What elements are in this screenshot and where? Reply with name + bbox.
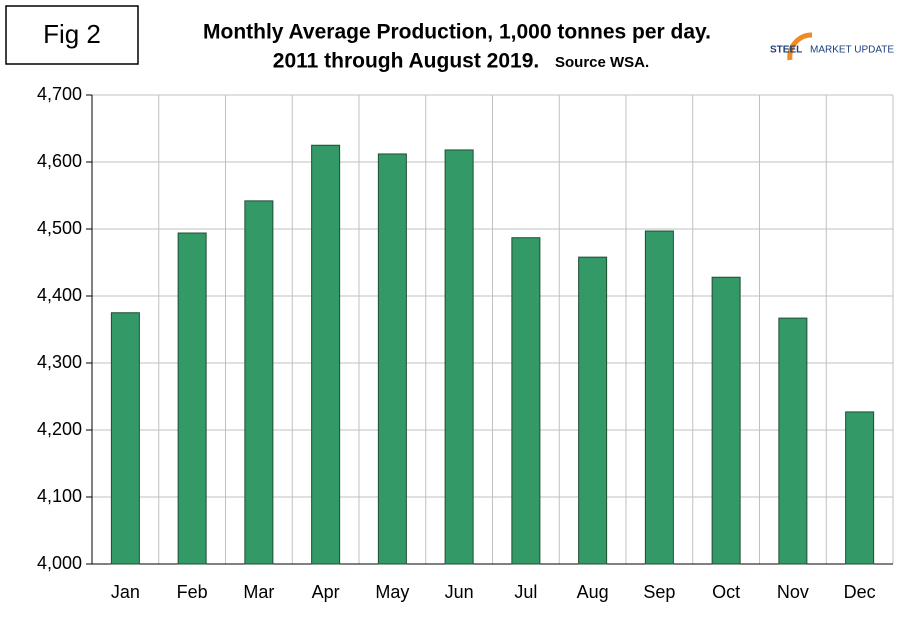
y-tick-label: 4,100 [37, 486, 82, 506]
bar [311, 144, 341, 565]
y-tick-label: 4,000 [37, 553, 82, 573]
figure-label: Fig 2 [43, 19, 101, 49]
y-tick-label: 4,500 [37, 218, 82, 238]
x-tick-label: Nov [777, 582, 809, 602]
bar [110, 312, 140, 565]
chart-title: Monthly Average Production, 1,000 tonnes… [203, 21, 711, 44]
bar [644, 230, 674, 565]
bar [578, 256, 608, 565]
logo-text: MARKET UPDATE [810, 45, 894, 56]
y-tick-label: 4,300 [37, 352, 82, 372]
figure-label-box [5, 5, 139, 65]
x-tick-label: Jan [111, 582, 140, 602]
y-tick-label: 4,200 [37, 419, 82, 439]
bar [177, 232, 207, 565]
bar [511, 237, 541, 565]
x-tick-label: Apr [312, 582, 340, 602]
x-tick-label: Jun [445, 582, 474, 602]
y-tick-label: 4,600 [37, 151, 82, 171]
x-tick-label: Dec [844, 582, 876, 602]
bar [444, 149, 474, 565]
chart-title: 2011 through August 2019. [273, 50, 539, 73]
bar [778, 317, 808, 565]
bar [845, 411, 875, 565]
y-tick-label: 4,400 [37, 285, 82, 305]
x-tick-label: Feb [177, 582, 208, 602]
bar [711, 276, 741, 565]
logo-swoosh [787, 32, 813, 61]
source-note: Source WSA. [555, 54, 649, 71]
x-tick-label: Jul [514, 582, 537, 602]
x-tick-label: Sep [643, 582, 675, 602]
x-tick-label: Aug [577, 582, 609, 602]
logo-brand: STEEL [770, 45, 802, 56]
plot-area: 4,000 4,100 4,200 4,300 4,400 4,500 4,600 4,700… [37, 84, 894, 602]
x-tick-label: Mar [243, 582, 274, 602]
bar [377, 153, 407, 565]
bar [244, 200, 274, 565]
x-tick-label: May [375, 582, 409, 602]
x-tick-label: Oct [712, 582, 740, 602]
y-tick-label: 4,700 [37, 84, 82, 104]
